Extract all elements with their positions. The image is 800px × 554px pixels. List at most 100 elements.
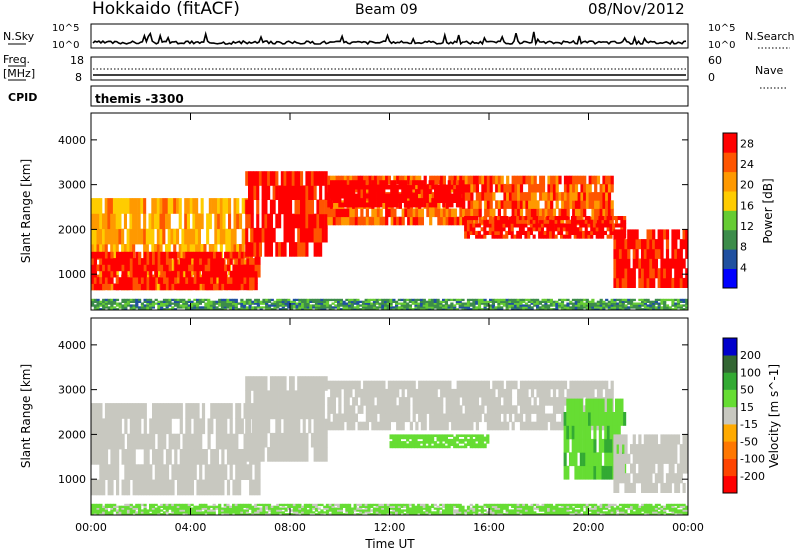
data-cell bbox=[554, 223, 558, 228]
data-cell bbox=[569, 183, 573, 193]
data-cell bbox=[302, 390, 306, 405]
data-cell bbox=[143, 270, 147, 278]
data-cell bbox=[613, 268, 617, 279]
data-cell bbox=[298, 302, 302, 305]
data-cell bbox=[458, 438, 462, 442]
data-cell bbox=[113, 418, 117, 435]
data-cell bbox=[489, 175, 493, 185]
data-cell bbox=[654, 302, 658, 305]
data-cell bbox=[104, 283, 109, 291]
data-cell bbox=[497, 216, 501, 221]
data-cell bbox=[437, 175, 441, 185]
data-cell bbox=[253, 171, 257, 186]
data-cell bbox=[674, 453, 678, 464]
data-cell bbox=[213, 264, 217, 272]
data-cell bbox=[256, 242, 260, 257]
data-cell bbox=[668, 473, 672, 484]
data-cell bbox=[196, 264, 200, 272]
data-cell bbox=[436, 189, 440, 194]
data-cell bbox=[99, 308, 103, 311]
data-cell bbox=[605, 183, 609, 193]
data-cell bbox=[419, 436, 424, 440]
data-cell bbox=[663, 304, 667, 307]
data-cell bbox=[607, 183, 612, 193]
data-cell bbox=[330, 397, 334, 406]
data-cell bbox=[245, 432, 249, 448]
data-cell bbox=[417, 180, 421, 186]
data-cell bbox=[190, 300, 194, 303]
data-cell bbox=[627, 229, 631, 240]
data-cell bbox=[245, 390, 249, 405]
data-cell bbox=[674, 258, 678, 269]
data-cell bbox=[508, 223, 512, 228]
data-cell bbox=[546, 230, 550, 235]
data-cell bbox=[93, 300, 97, 303]
data-cell bbox=[289, 418, 293, 434]
data-cell bbox=[411, 302, 415, 305]
data-cell bbox=[207, 464, 211, 480]
data-cell bbox=[674, 306, 678, 309]
data-cell bbox=[294, 185, 298, 200]
data-cell bbox=[525, 192, 529, 201]
data-cell bbox=[595, 230, 599, 235]
data-cell bbox=[663, 277, 667, 288]
data-cell bbox=[417, 308, 421, 311]
data-cell bbox=[638, 444, 642, 455]
data-cell bbox=[91, 513, 95, 516]
data-cell bbox=[641, 248, 645, 259]
data-cell bbox=[185, 449, 189, 465]
data-cell bbox=[582, 465, 586, 480]
data-cell bbox=[140, 198, 144, 214]
data-cell bbox=[566, 465, 570, 480]
data-cell bbox=[649, 229, 653, 240]
data-cell bbox=[596, 208, 601, 218]
data-cell bbox=[613, 473, 617, 484]
data-cell bbox=[129, 507, 133, 510]
data-cell bbox=[143, 251, 147, 259]
data-cell bbox=[613, 277, 617, 288]
data-cell bbox=[201, 277, 206, 284]
data-cell bbox=[354, 180, 358, 186]
data-cell bbox=[204, 505, 208, 508]
data-cell bbox=[171, 306, 175, 309]
data-cell bbox=[395, 202, 399, 208]
data-cell bbox=[652, 239, 656, 250]
data-cell bbox=[599, 380, 603, 390]
data-cell bbox=[584, 227, 588, 232]
cpid-label: CPID bbox=[8, 91, 37, 104]
data-cell bbox=[481, 192, 485, 201]
data-cell bbox=[668, 268, 672, 279]
data-cell bbox=[641, 453, 645, 464]
data-cell bbox=[469, 436, 473, 440]
data-cell bbox=[532, 227, 536, 232]
data-cell bbox=[431, 192, 435, 201]
data-cell bbox=[598, 230, 602, 235]
data-cell bbox=[397, 298, 401, 302]
data-cell bbox=[225, 228, 229, 245]
data-cell bbox=[309, 503, 313, 507]
data-cell bbox=[213, 283, 217, 291]
data-cell bbox=[208, 198, 212, 214]
freq-panel: Freq. [MHz] 18 8 60 0 Nave bbox=[3, 53, 786, 89]
data-cell bbox=[372, 306, 377, 309]
data-cell bbox=[188, 418, 192, 435]
data-cell bbox=[682, 482, 686, 493]
data-cell bbox=[506, 388, 510, 398]
data-cell bbox=[379, 198, 383, 203]
data-cell bbox=[392, 445, 396, 449]
data-cell bbox=[525, 405, 529, 414]
data-cell bbox=[518, 223, 522, 228]
data-cell bbox=[475, 434, 479, 437]
data-cell bbox=[478, 388, 482, 398]
data-cell bbox=[475, 413, 479, 423]
data-cell bbox=[343, 180, 347, 186]
data-cell bbox=[93, 479, 97, 496]
data-cell bbox=[500, 200, 504, 209]
data-cell bbox=[473, 405, 477, 414]
data-cell bbox=[475, 298, 479, 302]
data-cell bbox=[335, 388, 339, 398]
data-cell bbox=[528, 380, 532, 390]
data-cell bbox=[415, 208, 419, 218]
data-cell bbox=[339, 302, 343, 305]
data-cell bbox=[566, 412, 570, 426]
